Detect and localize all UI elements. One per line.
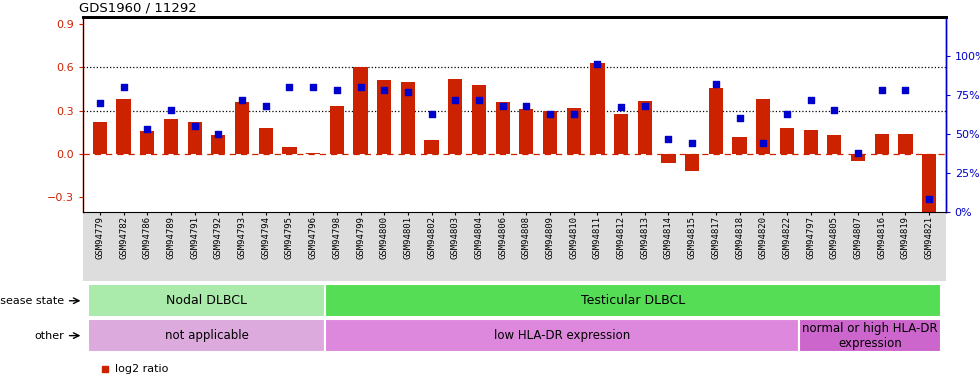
Text: GDS1960 / 11292: GDS1960 / 11292 bbox=[79, 2, 197, 14]
Point bbox=[211, 131, 226, 137]
Text: low HLA-DR expression: low HLA-DR expression bbox=[494, 329, 630, 342]
Point bbox=[306, 84, 321, 90]
Point bbox=[353, 84, 368, 90]
Point bbox=[921, 196, 937, 202]
Bar bbox=[424, 140, 439, 154]
Point bbox=[779, 111, 795, 117]
Bar bbox=[709, 88, 723, 154]
Point bbox=[423, 111, 439, 117]
Text: Nodal DLBCL: Nodal DLBCL bbox=[166, 294, 247, 307]
Bar bbox=[448, 79, 463, 154]
Bar bbox=[401, 82, 415, 154]
Point bbox=[826, 108, 842, 114]
Bar bbox=[732, 137, 747, 154]
Bar bbox=[496, 102, 510, 154]
Bar bbox=[662, 154, 675, 163]
Point bbox=[187, 123, 203, 129]
Bar bbox=[212, 135, 225, 154]
Bar bbox=[543, 111, 558, 154]
Bar bbox=[614, 114, 628, 154]
Point bbox=[898, 87, 913, 93]
Point bbox=[116, 84, 131, 90]
Bar bbox=[804, 129, 817, 154]
Bar bbox=[259, 128, 272, 154]
Point bbox=[376, 87, 392, 93]
Point bbox=[518, 103, 534, 109]
Bar bbox=[187, 122, 202, 154]
Bar bbox=[88, 319, 325, 352]
Point bbox=[708, 81, 723, 87]
Bar bbox=[354, 68, 368, 154]
Point bbox=[495, 103, 511, 109]
Bar bbox=[566, 108, 581, 154]
Bar bbox=[93, 122, 107, 154]
Bar bbox=[164, 119, 178, 154]
Text: normal or high HLA-DR
expression: normal or high HLA-DR expression bbox=[802, 322, 938, 350]
Bar bbox=[377, 80, 391, 154]
Point bbox=[281, 84, 297, 90]
Bar bbox=[306, 153, 320, 154]
Text: not applicable: not applicable bbox=[165, 329, 249, 342]
Point bbox=[803, 96, 818, 102]
Bar bbox=[899, 134, 912, 154]
Bar bbox=[519, 110, 533, 154]
Point bbox=[234, 96, 250, 102]
Bar bbox=[922, 154, 936, 212]
Point bbox=[851, 150, 866, 156]
Bar bbox=[638, 100, 652, 154]
Bar bbox=[757, 99, 770, 154]
Point bbox=[471, 96, 487, 102]
Point bbox=[684, 140, 700, 146]
Text: other: other bbox=[34, 331, 65, 340]
Bar bbox=[235, 102, 249, 154]
Point bbox=[329, 87, 345, 93]
Text: disease state: disease state bbox=[0, 296, 65, 306]
Text: Testicular DLBCL: Testicular DLBCL bbox=[581, 294, 685, 307]
Bar bbox=[325, 284, 941, 317]
Point bbox=[163, 108, 178, 114]
Bar bbox=[329, 106, 344, 154]
Point bbox=[732, 115, 748, 121]
Point bbox=[448, 96, 464, 102]
Bar bbox=[471, 85, 486, 154]
Point bbox=[613, 104, 629, 110]
Point bbox=[92, 100, 108, 106]
Point bbox=[661, 135, 676, 141]
Point bbox=[756, 140, 771, 146]
Bar bbox=[140, 131, 155, 154]
Bar bbox=[282, 147, 297, 154]
Bar bbox=[851, 154, 865, 161]
Point bbox=[139, 126, 155, 132]
Bar bbox=[780, 128, 794, 154]
Point bbox=[565, 111, 581, 117]
Point bbox=[258, 103, 273, 109]
Bar bbox=[685, 154, 700, 171]
Bar bbox=[88, 284, 325, 317]
Bar bbox=[874, 134, 889, 154]
Point bbox=[542, 111, 558, 117]
Bar bbox=[117, 99, 130, 154]
Point bbox=[400, 89, 416, 95]
Bar bbox=[325, 319, 799, 352]
Point bbox=[637, 103, 653, 109]
Bar bbox=[590, 63, 605, 154]
Point bbox=[590, 61, 606, 67]
Bar bbox=[799, 319, 941, 352]
Point bbox=[874, 87, 890, 93]
Bar bbox=[827, 135, 842, 154]
Text: log2 ratio: log2 ratio bbox=[116, 364, 169, 374]
